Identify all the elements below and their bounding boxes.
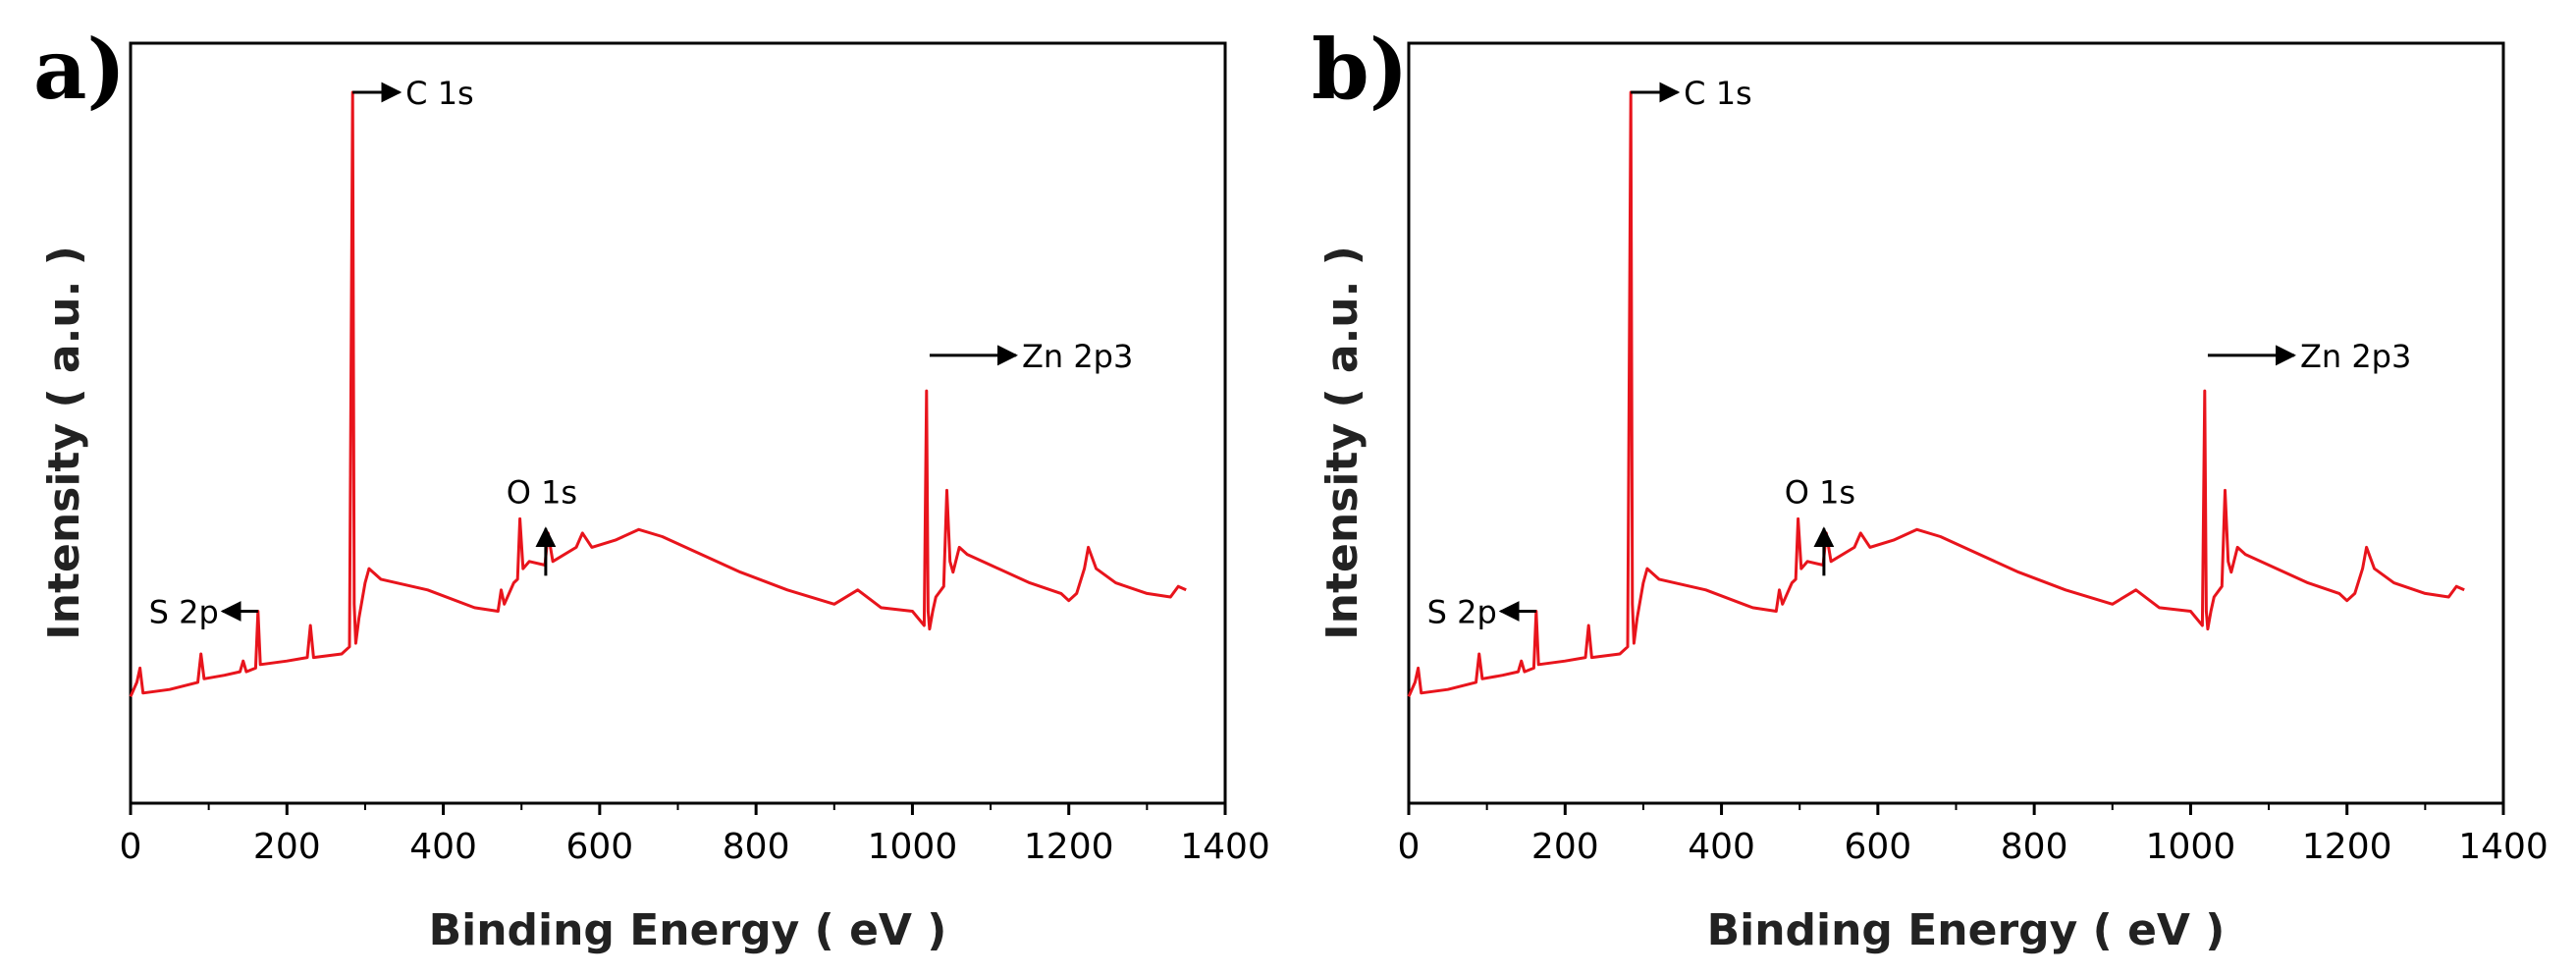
s-2p-label: S 2p [149,594,219,631]
x-tick-label: 200 [253,827,321,867]
x-tick-label: 400 [1688,827,1755,867]
y-axis-title: Intensity ( a.u. ) [1317,245,1368,640]
o-1s-label: O 1s [507,473,577,511]
zn-2p3-label: Zn 2p3 [1022,338,1133,375]
xps-spectrum-line [129,90,1187,698]
x-tick-label: 1400 [1180,827,1270,867]
plot-frame [129,41,1227,805]
x-tick-label: 600 [1844,827,1911,867]
x-tick-label: 400 [409,827,477,867]
panel-a: a) 0 200 400 600 800 1000 1200 1400 Binding Energ… [33,21,1270,955]
x-axis-title: Binding Energy ( eV ) [429,905,947,955]
x-tick-label: 1000 [868,827,958,867]
x-tick-label: 800 [723,827,790,867]
x-tick-label: 1200 [2302,827,2392,867]
panel-label: b) [1312,21,1408,118]
x-tick-label: 1400 [2458,827,2549,867]
zn-2p3-label: Zn 2p3 [2300,338,2411,375]
x-tick-label: 1000 [2146,827,2236,867]
plot-frame [1407,41,2505,805]
y-axis-title: Intensity ( a.u. ) [39,245,89,640]
x-axis-title: Binding Energy ( eV ) [1707,905,2226,955]
x-tick-label: 1200 [1024,827,1114,867]
c-1s-label: C 1s [1684,75,1752,112]
panel-b: b) 0 200 400 600 800 1000 1200 1400 Binding Energ… [1312,21,2549,955]
x-tick-label: 800 [2001,827,2068,867]
o-1s-label: O 1s [1785,473,1855,511]
x-tick-label: 200 [1531,827,1599,867]
x-tick-label: 0 [120,827,142,867]
x-tick-label: 600 [565,827,633,867]
c-1s-label: C 1s [405,75,474,112]
s-2p-label: S 2p [1427,594,1497,631]
x-tick-label: 0 [1398,827,1421,867]
panel-label: a) [33,21,126,118]
xps-spectrum-line [1407,90,2465,698]
